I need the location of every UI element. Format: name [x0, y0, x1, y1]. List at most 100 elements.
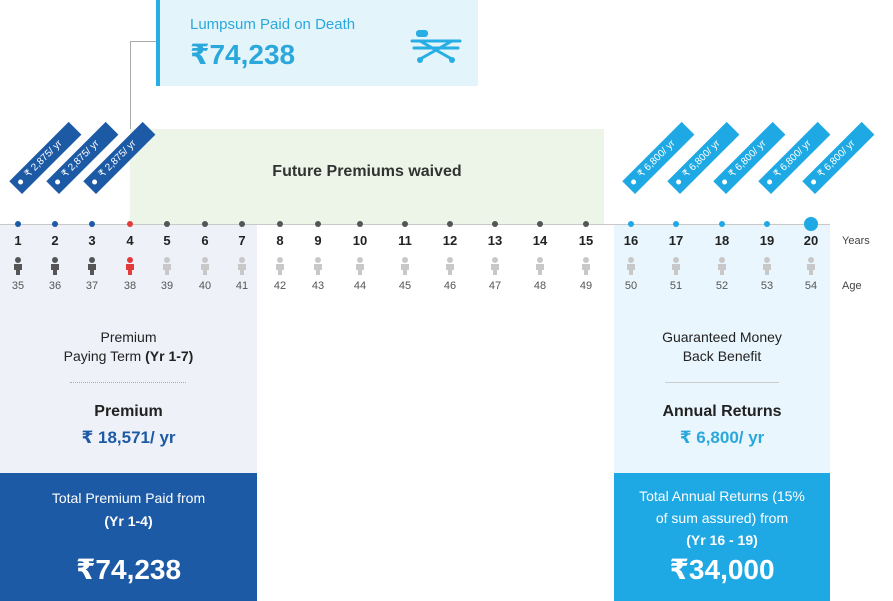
person-icon [126, 257, 134, 275]
term-range: (Yr 1-7) [145, 348, 194, 364]
timeline-dot-year-6 [202, 221, 208, 227]
timeline-dot-year-8 [277, 221, 283, 227]
premium-paying-term-label: Premium Paying Term (Yr 1-7) [0, 328, 257, 366]
timeline-dot-year-1 [15, 221, 21, 227]
timeline-dot-year-7 [239, 221, 245, 227]
person-icon [627, 257, 635, 275]
total-returns-label: Total Annual Returns (15% of sum assured… [614, 485, 830, 551]
timeline-dot-year-16 [628, 221, 634, 227]
term-line2: Paying Term [63, 348, 142, 364]
death-connector-line [130, 41, 156, 131]
total-premium-range: (Yr 1-4) [104, 513, 153, 529]
year-label: 7 [238, 233, 246, 248]
person-icon [14, 257, 22, 275]
death-benefit-value: ₹74,238 [190, 39, 296, 70]
timeline-dot-year-10 [357, 221, 363, 227]
year-label: 18 [714, 233, 730, 248]
person-icon [536, 257, 544, 275]
total-returns-value: ₹34,000 [669, 554, 775, 585]
year-label: 17 [668, 233, 684, 248]
money-back-label: Guaranteed Money Back Benefit [614, 328, 830, 366]
person-icon [276, 257, 284, 275]
age-label: 38 [123, 280, 137, 292]
age-label: 43 [311, 280, 325, 292]
total-premium-paid-block: Total Premium Paid from (Yr 1-4) ₹74,238 [0, 473, 257, 601]
total-premium-value: ₹74,238 [75, 554, 182, 585]
year-label: 2 [51, 233, 59, 248]
person-icon [446, 257, 454, 275]
future-premiums-waived-label: Future Premiums waived [272, 163, 462, 180]
premium-title: Premium [94, 403, 163, 420]
person-icon [88, 257, 96, 275]
timeline-dot-year-17 [673, 221, 679, 227]
age-label: 45 [398, 280, 412, 292]
age-axis-label: Age [842, 280, 862, 292]
age-label: 46 [443, 280, 457, 292]
person-icon [672, 257, 680, 275]
timeline-dot-year-19 [764, 221, 770, 227]
year-label: 6 [201, 233, 209, 248]
total-premium-label: Total Premium Paid from (Yr 1-4) [0, 487, 257, 533]
timeline-dot-year-4 [127, 221, 133, 227]
person-icon [201, 257, 209, 275]
timeline-dot-year-11 [402, 221, 408, 227]
money-back-line1: Guaranteed Money [662, 329, 782, 345]
person-icon [491, 257, 499, 275]
person-icon [356, 257, 364, 275]
age-label: 40 [198, 280, 212, 292]
year-label: 13 [487, 233, 503, 248]
timeline-dot-year-12 [447, 221, 453, 227]
person-icon [314, 257, 322, 275]
person-icon [718, 257, 726, 275]
age-label: 47 [488, 280, 502, 292]
timeline-dot-year-9 [315, 221, 321, 227]
year-label: 5 [163, 233, 171, 248]
person-icon [582, 257, 590, 275]
age-label: 35 [11, 280, 25, 292]
death-benefit-label: Lumpsum Paid on Death [190, 16, 356, 33]
year-label: 3 [88, 233, 96, 248]
timeline-dot-year-13 [492, 221, 498, 227]
person-icon [51, 257, 59, 275]
timeline-dot-year-15 [583, 221, 589, 227]
year-label: 15 [578, 233, 594, 248]
age-label: 36 [48, 280, 62, 292]
total-annual-returns-block: Total Annual Returns (15% of sum assured… [614, 473, 830, 601]
year-label: 12 [442, 233, 458, 248]
age-label: 42 [273, 280, 287, 292]
year-label: 11 [398, 233, 412, 248]
timeline-dot-year-20 [804, 217, 818, 231]
year-label: 10 [352, 233, 368, 248]
age-label: 50 [624, 280, 638, 292]
money-back-line2: Back Benefit [682, 348, 762, 364]
age-label: 44 [353, 280, 367, 292]
person-icon [238, 257, 246, 275]
right-panel-divider [665, 382, 779, 383]
left-panel-divider [70, 382, 186, 383]
term-line1: Premium [100, 329, 157, 345]
premium-value: ₹ 18,571/ yr [81, 428, 176, 447]
timeline-dot-year-14 [537, 221, 543, 227]
age-label: 54 [804, 280, 818, 292]
timeline-axis [0, 224, 830, 225]
age-label: 51 [669, 280, 683, 292]
year-label: 9 [314, 233, 322, 248]
total-returns-line1: Total Annual Returns (15% [639, 488, 805, 504]
total-returns-line2: of sum assured) from [655, 510, 789, 526]
year-label: 14 [532, 233, 548, 248]
age-label: 53 [760, 280, 774, 292]
year-label: 19 [759, 233, 775, 248]
years-axis-label: Years [842, 235, 870, 247]
person-icon [401, 257, 409, 275]
age-label: 39 [160, 280, 174, 292]
death-benefit-card: Lumpsum Paid on Death ₹74,238 [156, 0, 478, 86]
year-label: 20 [803, 233, 819, 248]
age-label: 52 [715, 280, 729, 292]
age-label: 49 [579, 280, 593, 292]
future-premiums-waived-band: Future Premiums waived [130, 129, 604, 225]
total-returns-range: (Yr 16 - 19) [686, 532, 758, 548]
person-icon [763, 257, 771, 275]
year-label: 8 [276, 233, 284, 248]
age-label: 41 [235, 280, 249, 292]
annual-returns-value: ₹ 6,800/ yr [679, 428, 765, 447]
